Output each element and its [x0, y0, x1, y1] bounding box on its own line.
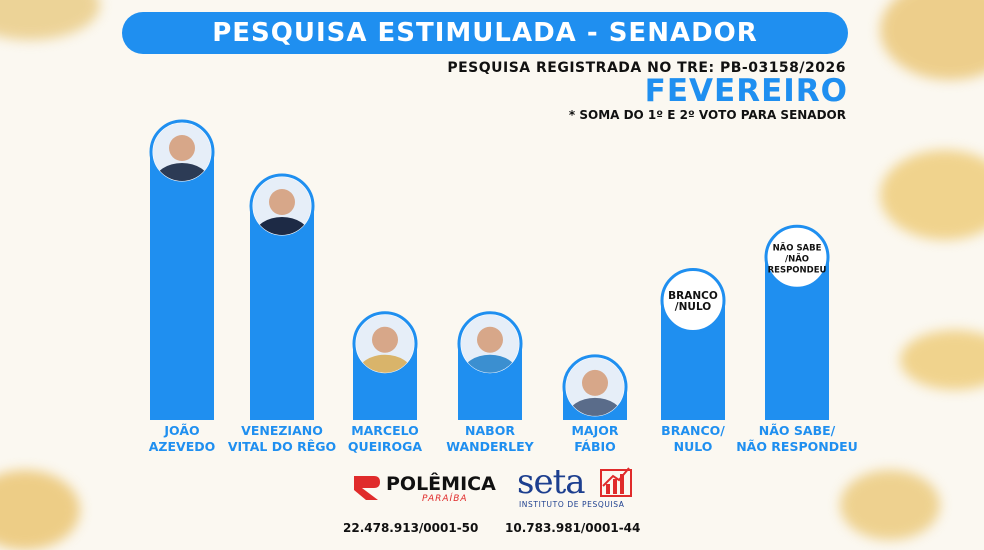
circle-label-7: /NÃO	[785, 253, 809, 264]
category-label-2: VENEZIANO VITAL DO RÊGO	[217, 423, 347, 455]
candidate-photo-2	[253, 177, 311, 235]
category-label-line: JOÃO	[164, 423, 200, 438]
polemica-logo: POLÊMICA PARAÍBA	[350, 470, 496, 504]
candidate-photo-4	[461, 314, 519, 373]
chart-title: PESQUISA ESTIMULADA - SENADOR	[122, 12, 848, 54]
background-blob	[840, 470, 940, 540]
category-label-1: JOÃO AZEVEDO	[117, 423, 247, 455]
cnpj-polemica: 22.478.913/0001-50	[343, 521, 479, 535]
category-label-line: NÃO RESPONDEU	[736, 439, 858, 454]
category-label-line: MARCELO	[351, 423, 419, 438]
category-label-line: AZEVEDO	[148, 439, 216, 454]
circle-label-7: NÃO SABE	[773, 242, 822, 253]
circle-label-7: RESPONDEU	[768, 265, 827, 275]
background-blob	[880, 150, 984, 240]
seta-logo-subtext: INSTITUTO DE PESQUISA	[519, 500, 625, 509]
chart-note: * SOMA DO 1º E 2º VOTO PARA SENADOR	[568, 108, 846, 122]
category-label-5: MAJOR FÁBIO	[530, 423, 660, 455]
category-label-line: NULO	[673, 439, 713, 454]
cnpj-seta: 10.783.981/0001-44	[505, 521, 641, 535]
bar-growth-icon	[600, 467, 632, 497]
category-label-line: NABOR	[465, 423, 515, 438]
category-label-line: QUEIROGA	[347, 439, 423, 454]
category-label-line: FÁBIO	[574, 439, 616, 454]
category-label-line: WANDERLEY	[446, 439, 534, 454]
category-label-line: BRANCO/	[661, 423, 725, 438]
bar-1	[150, 150, 214, 420]
category-label-line: MAJOR	[571, 423, 619, 438]
polemica-logo-icon	[354, 476, 380, 500]
category-label-line: VITAL DO RÊGO	[227, 439, 337, 454]
seta-logo: seta INSTITUTO DE PESQUISA	[515, 462, 635, 510]
candidate-photo-1	[153, 123, 211, 181]
month-label: FEVEREIRO	[644, 73, 848, 109]
registration-text: PESQUISA REGISTRADA NO TRE: PB-03158/202…	[447, 60, 846, 76]
candidate-photo-5	[566, 357, 624, 416]
category-label-3: MARCELO QUEIROGA	[320, 423, 450, 455]
background-blob	[900, 330, 984, 390]
category-label-6: BRANCO/NULO	[628, 423, 758, 455]
bar-top-circle-6	[660, 268, 726, 333]
bar-2	[250, 204, 314, 420]
seta-logo-text: seta	[517, 462, 586, 502]
category-label-4: NABOR WANDERLEY	[425, 423, 555, 455]
bar-top-circle-7	[764, 224, 830, 290]
polemica-logo-text: POLÊMICA	[386, 473, 496, 495]
category-label-7: NÃO SABE/NÃO RESPONDEU	[732, 423, 862, 455]
category-label-line: VENEZIANO	[241, 423, 323, 438]
polemica-logo-subtext: PARAÍBA	[422, 494, 468, 504]
category-label-line: NÃO SABE/	[758, 423, 836, 438]
circle-label-6: BRANCO	[668, 290, 718, 302]
candidate-photo-3	[356, 314, 414, 373]
circle-label-6: /NULO	[675, 301, 711, 313]
